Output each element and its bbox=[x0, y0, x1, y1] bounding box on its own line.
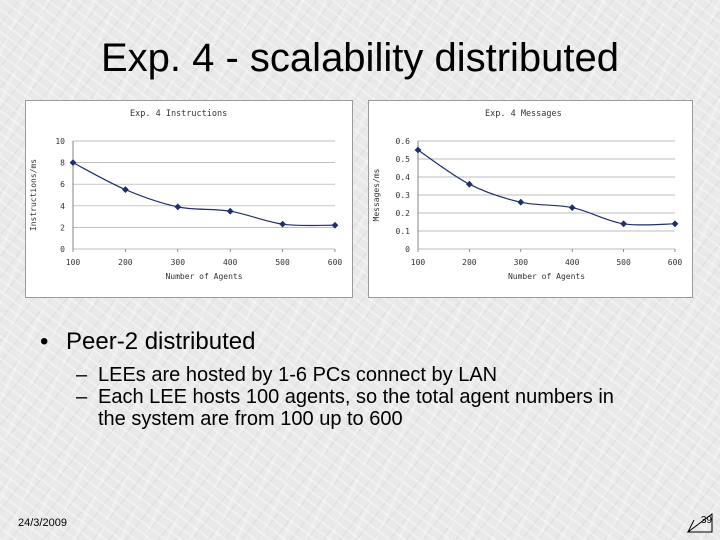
data-point bbox=[466, 180, 473, 188]
x-axis-label: Number of Agents bbox=[165, 272, 242, 281]
data-point bbox=[414, 146, 422, 154]
x-tick-label: 500 bbox=[616, 258, 631, 267]
y-tick-label: 0.4 bbox=[396, 173, 411, 182]
x-tick-label: 600 bbox=[328, 258, 343, 267]
chart-title: Exp. 4 Messages bbox=[485, 109, 562, 119]
slide-title: Exp. 4 - scalability distributed bbox=[100, 36, 619, 80]
x-tick-label: 600 bbox=[668, 258, 683, 267]
data-point bbox=[226, 207, 234, 215]
y-tick-label: 0 bbox=[405, 245, 410, 254]
data-point bbox=[174, 203, 182, 211]
x-tick-label: 300 bbox=[171, 258, 186, 267]
data-point bbox=[279, 220, 286, 228]
y-tick-label: 8 bbox=[60, 159, 65, 168]
slide-date: 24/3/2009 bbox=[18, 517, 67, 529]
data-point bbox=[568, 204, 576, 211]
y-tick-label: 0.6 bbox=[396, 137, 411, 146]
y-tick-label: 2 bbox=[60, 223, 65, 232]
sub-bullet-text: Each LEE hosts 100 agents, so the total … bbox=[98, 386, 614, 430]
series-line bbox=[72, 162, 336, 227]
x-tick-label: 100 bbox=[66, 258, 81, 267]
page-corner-icon bbox=[686, 513, 713, 533]
page-number: 39 bbox=[684, 512, 714, 534]
chart-title: Exp. 4 Instructions bbox=[130, 109, 227, 119]
y-tick-label: 0.2 bbox=[396, 209, 411, 218]
instructions-chart: Exp. 4 Instructions 0 2 4 6 8 10 100 200 300 400 50… bbox=[25, 100, 353, 298]
sub-bullet-text: LEEs are hosted by 1-6 PCs connect by LA… bbox=[98, 364, 498, 386]
y-tick-label: 0 bbox=[60, 245, 65, 254]
bullet-item: • Peer-2 distributed bbox=[40, 328, 255, 356]
series-line bbox=[417, 149, 676, 226]
x-tick-label: 400 bbox=[565, 258, 580, 267]
data-point bbox=[671, 220, 679, 228]
data-point bbox=[620, 220, 627, 228]
y-axis-label: Instructions/ms bbox=[29, 159, 38, 231]
x-tick-label: 200 bbox=[118, 258, 133, 267]
instructions-chart-svg: Exp. 4 Instructions 0 2 4 6 8 10 100 200 300 400 50… bbox=[29, 109, 343, 281]
data-point bbox=[517, 198, 525, 206]
bullet-text: Peer-2 distributed bbox=[66, 328, 256, 355]
sub-bullet-item: – LEEs are hosted by 1-6 PCs connect by L… bbox=[76, 364, 498, 386]
x-tick-label: 500 bbox=[275, 258, 290, 267]
sub-bullet-item: – Each LEE hosts 100 agents, so the total… bbox=[76, 386, 614, 430]
x-tick-label: 100 bbox=[411, 258, 426, 267]
x-tick-label: 200 bbox=[462, 258, 477, 267]
y-tick-label: 0.5 bbox=[396, 155, 411, 164]
bullet-dot: • bbox=[40, 328, 49, 355]
y-tick-label: 4 bbox=[60, 202, 65, 211]
messages-chart-svg: Exp. 4 Messages 0 0.1 0.2 0.3 0.4 0.5 0.6 100 200… bbox=[372, 109, 683, 281]
y-axis-label: Messages/ms bbox=[372, 168, 381, 221]
y-tick-label: 6 bbox=[60, 180, 65, 189]
x-tick-label: 300 bbox=[514, 258, 529, 267]
messages-chart: Exp. 4 Messages 0 0.1 0.2 0.3 0.4 0.5 0.6 100 200… bbox=[368, 100, 693, 298]
page-number-text: 39 bbox=[700, 515, 712, 526]
y-tick-label: 10 bbox=[55, 137, 65, 146]
x-axis-label: Number of Agents bbox=[508, 272, 585, 281]
sub-bullet-list: – LEEs are hosted by 1-6 PCs connect by L… bbox=[76, 364, 636, 430]
y-tick-label: 0.3 bbox=[396, 191, 411, 200]
data-point bbox=[331, 221, 339, 229]
y-tick-label: 0.1 bbox=[396, 227, 411, 236]
data-point bbox=[122, 186, 129, 193]
x-tick-label: 400 bbox=[223, 258, 238, 267]
data-point bbox=[69, 159, 77, 166]
